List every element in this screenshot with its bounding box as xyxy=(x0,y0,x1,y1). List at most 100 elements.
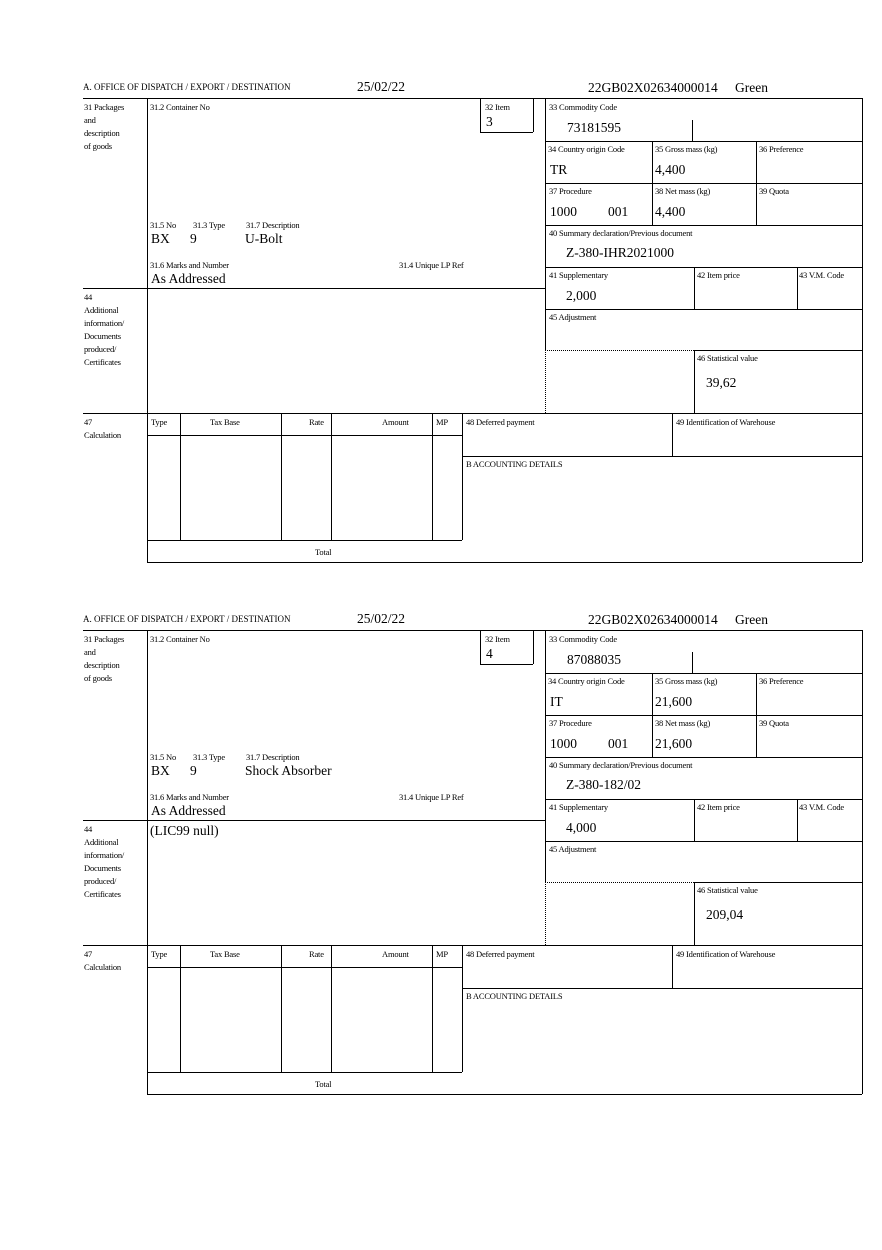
supplementary-units: 2,000 xyxy=(566,288,597,303)
form-rule xyxy=(83,413,862,415)
country-origin: IT xyxy=(550,694,563,709)
form-rule xyxy=(672,413,674,456)
form-rule xyxy=(545,630,547,882)
item-label: 32 Item xyxy=(485,634,510,644)
form-rule xyxy=(545,757,862,759)
packages-label: of goods xyxy=(84,141,112,151)
form-rule xyxy=(533,98,535,132)
form-rule xyxy=(462,456,862,458)
package-no-label: 31.5 No xyxy=(150,752,176,762)
calculation-label: Calculation xyxy=(84,962,121,972)
form-rule xyxy=(281,945,283,1072)
marks-and-number: As Addressed xyxy=(151,803,226,818)
marks-label: 31.6 Marks and Number xyxy=(150,260,229,270)
commodity-code-label: 33 Commodity Code xyxy=(549,102,617,112)
gross-mass: 21,600 xyxy=(655,694,693,709)
goods-description: Shock Absorber xyxy=(245,763,332,778)
form-rule xyxy=(432,413,434,540)
form-rule xyxy=(147,630,149,1094)
commodity-code: 87088035 xyxy=(567,652,621,667)
additional-info-label: produced/ xyxy=(84,344,117,354)
warehouse-label: 49 Identification of Warehouse xyxy=(676,417,776,427)
calculation-label: 47 xyxy=(84,949,93,959)
form-rule xyxy=(83,945,862,947)
form-rule xyxy=(862,630,864,1094)
quota-label: 39 Quota xyxy=(759,718,789,728)
container-no-label: 31.2 Container No xyxy=(150,102,210,112)
form-rule xyxy=(180,413,182,540)
dotted-rule xyxy=(545,350,694,351)
quota-label: 39 Quota xyxy=(759,186,789,196)
declaration-reference: 22GB02X02634000014 xyxy=(588,612,718,627)
package-type: 9 xyxy=(190,231,197,246)
statistical-value-label: 46 Statistical value xyxy=(697,885,758,895)
form-rule xyxy=(652,141,654,225)
form-rule xyxy=(694,267,696,309)
adjustment-label: 45 Adjustment xyxy=(549,844,597,854)
form-rule xyxy=(83,820,545,822)
form-rule xyxy=(533,630,535,664)
additional-info-label: Documents xyxy=(84,863,121,873)
preference-label: 36 Preference xyxy=(759,676,804,686)
office-heading: A. OFFICE OF DISPATCH / EXPORT / DESTINA… xyxy=(83,82,291,92)
form-rule xyxy=(545,225,862,227)
calculation-label: 47 xyxy=(84,417,93,427)
procedure-code: 1000 xyxy=(550,736,577,751)
item-number: 3 xyxy=(486,114,493,129)
calculation-label: Calculation xyxy=(84,430,121,440)
packages-label: description xyxy=(84,660,120,670)
form-rule xyxy=(545,183,862,185)
additional-info-label: Certificates xyxy=(84,357,121,367)
country-origin-label: 34 Country origin Code xyxy=(548,676,625,686)
goods-description: U-Bolt xyxy=(245,231,283,246)
form-rule xyxy=(694,350,862,352)
form-rule xyxy=(672,945,674,988)
additional-info-label: information/ xyxy=(84,850,125,860)
form-rule xyxy=(694,882,696,945)
route-colour: Green xyxy=(735,80,768,95)
form-rule xyxy=(797,799,799,841)
form-rule xyxy=(147,1072,462,1074)
form-rule xyxy=(147,1094,862,1096)
item-price-label: 42 Item price xyxy=(697,802,740,812)
vm-code-label: 43 V.M. Code xyxy=(799,802,844,812)
additional-info-label: Certificates xyxy=(84,889,121,899)
description-label: 31.7 Description xyxy=(246,752,300,762)
commodity-code-label: 33 Commodity Code xyxy=(549,634,617,644)
procedure-code: 1000 xyxy=(550,204,577,219)
route-colour: Green xyxy=(735,612,768,627)
package-type: 9 xyxy=(190,763,197,778)
form-rule xyxy=(756,673,758,757)
form-rule xyxy=(432,945,434,1072)
additional-info-label: produced/ xyxy=(84,876,117,886)
dotted-rule xyxy=(545,882,694,883)
gross-mass-label: 35 Gross mass (kg) xyxy=(655,144,718,154)
summary-declaration-label: 40 Summary declaration/Previous document xyxy=(549,760,693,770)
vm-code-label: 43 V.M. Code xyxy=(799,270,844,280)
form-rule xyxy=(480,630,482,664)
form-rule xyxy=(756,141,758,225)
net-mass-label: 38 Net mass (kg) xyxy=(655,186,711,196)
form-rule xyxy=(462,413,464,540)
form-rule xyxy=(545,841,862,843)
accounting-details-label: B ACCOUNTING DETAILS xyxy=(466,991,563,1001)
summary-declaration: Z-380-182/02 xyxy=(566,777,641,792)
statistical-value: 39,62 xyxy=(706,375,737,390)
dotted-rule xyxy=(545,882,546,945)
summary-declaration: Z-380-IHR2021000 xyxy=(566,245,674,260)
form-rule xyxy=(83,288,545,290)
form-rule xyxy=(694,350,696,413)
package-type-label: 31.3 Type xyxy=(193,220,225,230)
packages-label: and xyxy=(84,647,96,657)
net-mass: 21,600 xyxy=(655,736,693,751)
calc-column-header: Tax Base xyxy=(210,949,240,959)
dotted-rule xyxy=(545,350,546,413)
package-no-label: 31.5 No xyxy=(150,220,176,230)
calc-column-header: Rate xyxy=(309,949,324,959)
form-rule xyxy=(545,799,862,801)
declaration-date: 25/02/22 xyxy=(357,79,406,94)
calc-column-header: Amount xyxy=(382,417,409,427)
package-no: BX xyxy=(151,763,170,778)
marks-and-number: As Addressed xyxy=(151,271,226,286)
container-no-label: 31.2 Container No xyxy=(150,634,210,644)
